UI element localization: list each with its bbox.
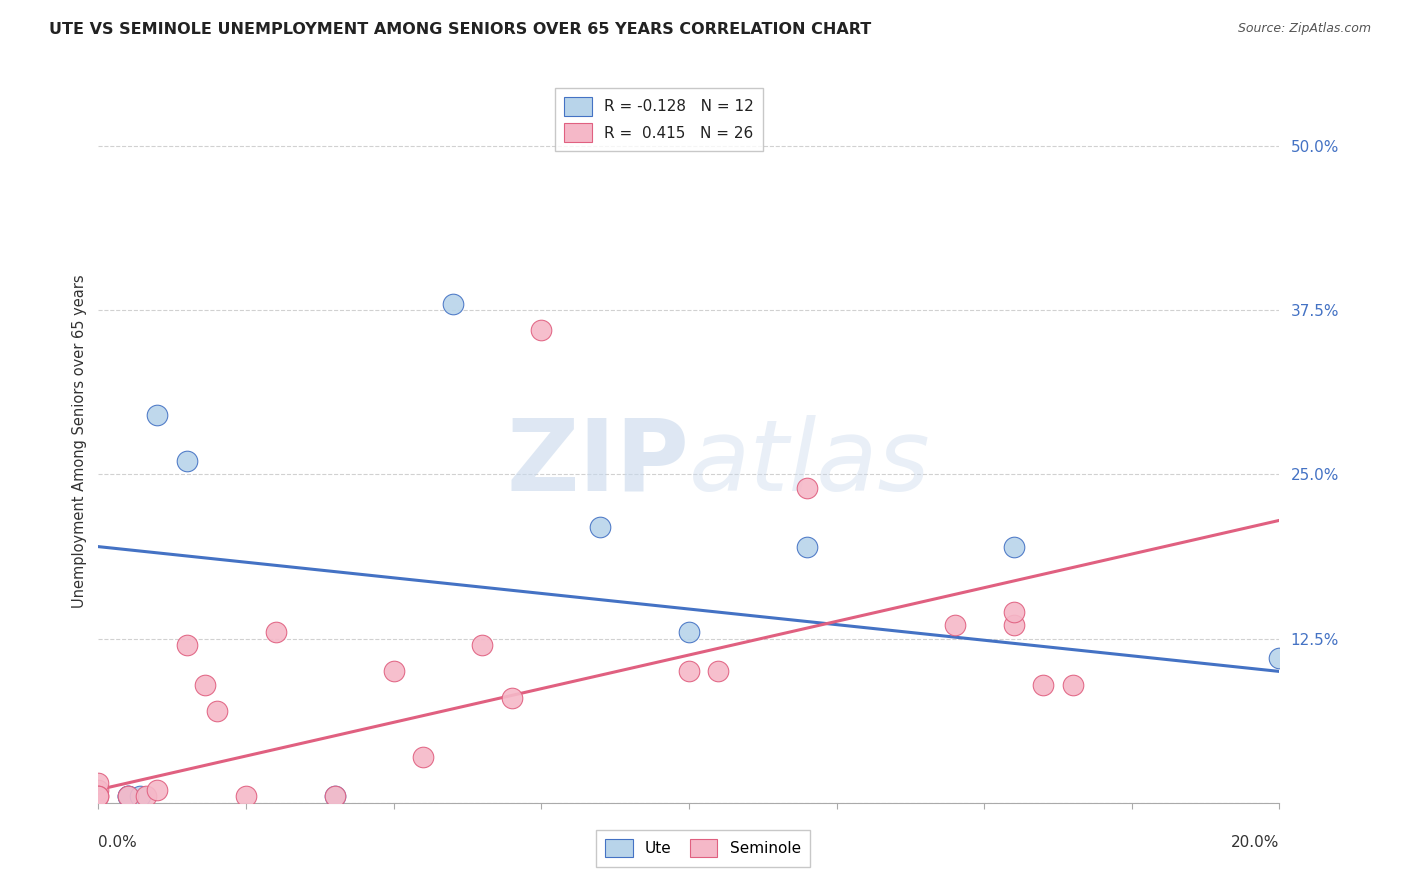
Point: [530, 323, 553, 337]
Point: [471, 638, 494, 652]
Point: [796, 540, 818, 554]
Point: [128, 789, 150, 804]
Point: [678, 625, 700, 640]
Point: [1062, 677, 1084, 691]
Y-axis label: Unemployment Among Seniors over 65 years: Unemployment Among Seniors over 65 years: [72, 275, 87, 608]
Point: [87, 789, 110, 804]
Point: [412, 749, 434, 764]
Point: [264, 625, 287, 640]
Point: [501, 690, 523, 705]
Point: [146, 782, 169, 797]
Point: [205, 704, 228, 718]
Legend: R = -0.128   N = 12, R =  0.415   N = 26: R = -0.128 N = 12, R = 0.415 N = 26: [555, 88, 762, 151]
Point: [943, 618, 966, 632]
Point: [382, 665, 405, 679]
Point: [117, 789, 139, 804]
Text: ZIP: ZIP: [506, 415, 689, 512]
Point: [323, 789, 346, 804]
Text: 20.0%: 20.0%: [1232, 835, 1279, 850]
Legend: Ute, Seminole: Ute, Seminole: [596, 830, 810, 866]
Point: [117, 789, 139, 804]
Point: [87, 776, 110, 790]
Point: [1032, 677, 1054, 691]
Point: [117, 789, 139, 804]
Text: UTE VS SEMINOLE UNEMPLOYMENT AMONG SENIORS OVER 65 YEARS CORRELATION CHART: UTE VS SEMINOLE UNEMPLOYMENT AMONG SENIO…: [49, 22, 872, 37]
Point: [235, 789, 257, 804]
Point: [194, 677, 217, 691]
Point: [146, 409, 169, 423]
Point: [1002, 618, 1025, 632]
Text: 0.0%: 0.0%: [98, 835, 138, 850]
Point: [589, 520, 612, 534]
Point: [678, 665, 700, 679]
Point: [796, 481, 818, 495]
Point: [87, 782, 110, 797]
Text: atlas: atlas: [689, 415, 931, 512]
Point: [176, 454, 198, 468]
Point: [1002, 540, 1025, 554]
Text: Source: ZipAtlas.com: Source: ZipAtlas.com: [1237, 22, 1371, 36]
Point: [441, 296, 464, 310]
Point: [323, 789, 346, 804]
Point: [1002, 605, 1025, 619]
Point: [176, 638, 198, 652]
Point: [87, 789, 110, 804]
Point: [135, 789, 157, 804]
Point: [707, 665, 730, 679]
Point: [1268, 651, 1291, 665]
